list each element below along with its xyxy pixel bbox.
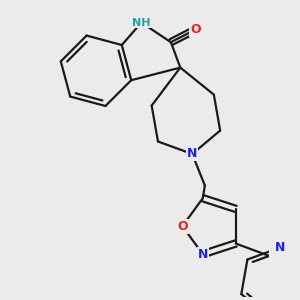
Text: N: N [187,148,197,160]
Text: O: O [190,23,201,36]
Text: NH: NH [132,18,151,28]
Text: O: O [177,220,188,233]
Text: N: N [198,248,208,261]
Text: N: N [275,241,286,254]
